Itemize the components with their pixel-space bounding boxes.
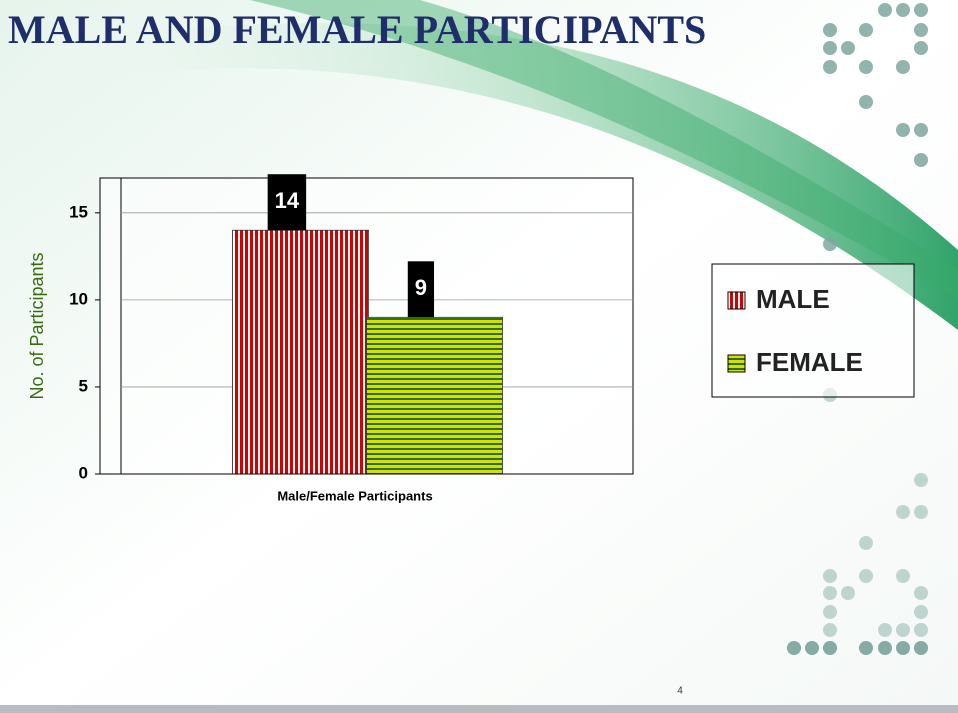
y-tick-label: 0 [79, 463, 88, 482]
dots [823, 3, 928, 251]
y-tick-label: 15 [69, 202, 88, 221]
data-label: 14 [275, 188, 300, 213]
data-label-box [407, 261, 435, 318]
legend-swatch [727, 354, 746, 373]
x-axis-label: Male/Female Participants [277, 488, 432, 503]
swoosh [0, 23, 958, 330]
legend-swatch [727, 291, 746, 310]
dots [787, 641, 928, 655]
legend-label: FEMALE [756, 347, 863, 377]
bar [366, 316, 503, 475]
legend-box [711, 263, 915, 398]
y-tick-label: 10 [69, 289, 88, 308]
y-axis-label: No. of Participants [27, 252, 47, 399]
footer-bar [0, 705, 958, 713]
y-tick-label: 5 [79, 376, 88, 395]
dots [823, 388, 928, 637]
legend-label: MALE [756, 284, 830, 314]
bar [232, 229, 369, 475]
data-label: 9 [415, 275, 427, 300]
page-number: 4 [677, 686, 683, 697]
data-label-box [267, 174, 307, 231]
slide-title: MALE AND FEMALE PARTICIPANTS [8, 7, 706, 52]
